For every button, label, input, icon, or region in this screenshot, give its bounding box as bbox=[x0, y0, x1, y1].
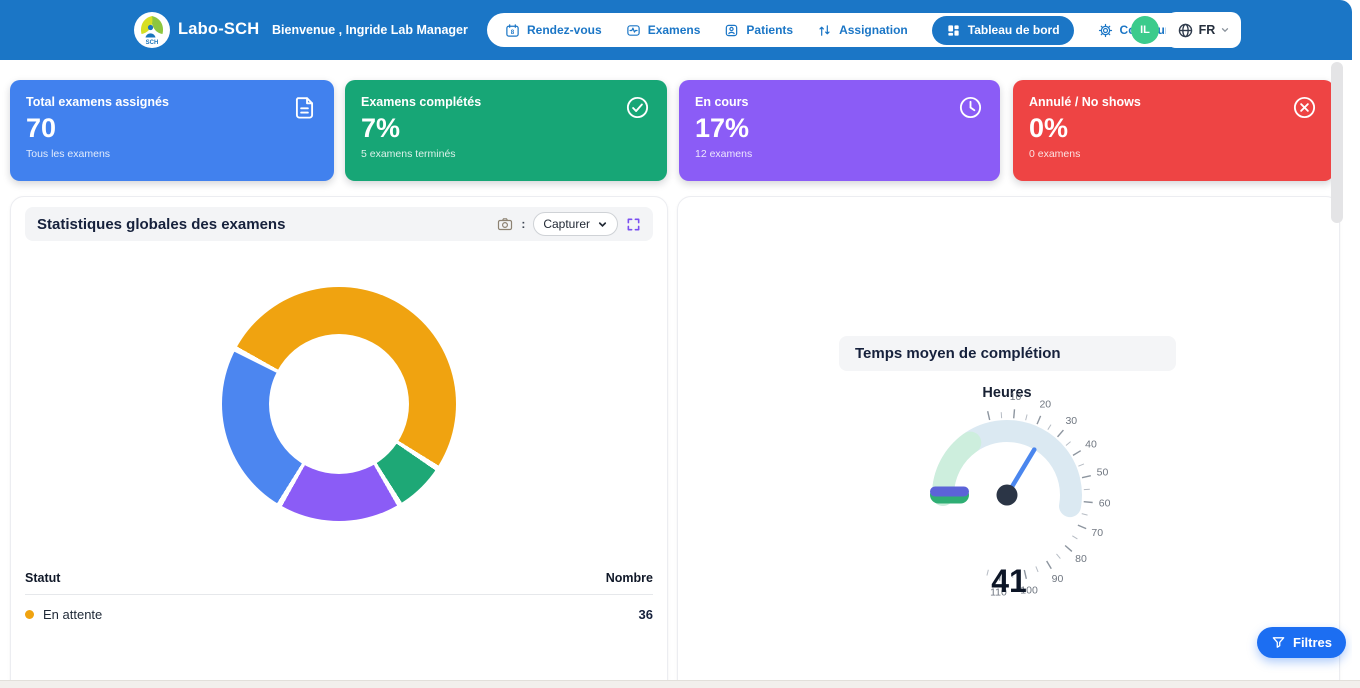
panel-title: Temps moyen de complétion bbox=[855, 345, 1061, 362]
labo-sch-logo-icon: SCH bbox=[133, 11, 171, 49]
check-circle-icon bbox=[624, 94, 651, 121]
exam-monitor-icon bbox=[626, 23, 641, 38]
nav-label: Examens bbox=[647, 23, 701, 37]
svg-text:60: 60 bbox=[1099, 497, 1111, 509]
nav-label: Assignation bbox=[839, 23, 908, 37]
svg-text:100: 100 bbox=[1020, 584, 1038, 596]
camera-icon bbox=[497, 216, 513, 232]
x-circle-icon bbox=[1291, 94, 1318, 121]
patient-icon bbox=[724, 23, 739, 38]
svg-text:110: 110 bbox=[990, 586, 1007, 598]
main-nav: 8 Rendez-vous Examens bbox=[487, 13, 1215, 47]
clock-icon bbox=[957, 94, 984, 121]
svg-text:SCH: SCH bbox=[146, 40, 159, 46]
svg-text:20: 20 bbox=[1039, 399, 1051, 411]
calendar-icon: 8 bbox=[505, 23, 520, 38]
capture-dropdown[interactable]: Capturer bbox=[533, 212, 618, 236]
svg-text:30: 30 bbox=[1065, 415, 1077, 427]
svg-text:90: 90 bbox=[1052, 573, 1064, 585]
column-statut: Statut bbox=[25, 571, 61, 585]
status-dot bbox=[25, 610, 34, 619]
nav-label: Tableau de bord bbox=[967, 23, 1060, 37]
dashboard-grid-icon bbox=[946, 23, 961, 38]
stat-value: 70 bbox=[26, 113, 57, 143]
svg-text:8: 8 bbox=[511, 28, 515, 35]
document-icon bbox=[291, 94, 318, 121]
svg-text:50: 50 bbox=[1097, 467, 1109, 479]
stat-card-total-examens: Total examens assignés 70 Tous les exame… bbox=[10, 80, 334, 181]
language-selector[interactable]: FR bbox=[1166, 12, 1241, 48]
column-nombre: Nombre bbox=[605, 571, 653, 585]
stat-value: 17% bbox=[695, 113, 750, 143]
stat-title: Total examens assignés bbox=[26, 95, 169, 109]
language-code: FR bbox=[1198, 23, 1216, 37]
stat-title: Examens complétés bbox=[361, 95, 482, 109]
gauge-value: 41 bbox=[991, 563, 1027, 599]
svg-text:10: 10 bbox=[1010, 391, 1022, 403]
welcome-text: Bienvenue , Ingride Lab Manager bbox=[272, 23, 468, 37]
chevron-down-icon bbox=[1220, 25, 1230, 35]
gear-icon bbox=[1098, 23, 1113, 38]
stat-card-en-cours: En cours 17% 12 examens bbox=[679, 80, 1000, 181]
nav-label: Patients bbox=[746, 23, 794, 37]
stat-card-annule-no-shows: Annulé / No shows 0% 0 examens bbox=[1013, 80, 1334, 181]
stat-title: En cours bbox=[695, 95, 749, 109]
exam-statistics-header: Statistiques globales des examens : Capt… bbox=[25, 207, 653, 241]
page-bottom-edge bbox=[0, 680, 1360, 688]
nav-label: Rendez-vous bbox=[527, 23, 602, 37]
nav-item-examens[interactable]: Examens bbox=[626, 23, 701, 38]
funnel-icon bbox=[1271, 635, 1286, 650]
stat-value: 7% bbox=[361, 113, 401, 143]
stat-subtitle: 12 examens bbox=[695, 148, 753, 160]
chevron-down-icon bbox=[598, 221, 607, 227]
globe-icon bbox=[1177, 22, 1194, 39]
svg-text:40: 40 bbox=[1085, 438, 1097, 450]
svg-text:70: 70 bbox=[1091, 527, 1103, 539]
completion-time-gauge: 10 20 30 40 50 60 70 80 90 100 110 bbox=[930, 391, 1111, 598]
exam-statistics-panel: Statistiques globales des examens : Capt… bbox=[10, 196, 668, 682]
nav-item-rendez-vous[interactable]: 8 Rendez-vous bbox=[505, 23, 602, 38]
user-avatar[interactable]: IL bbox=[1131, 16, 1159, 44]
filters-button[interactable]: Filtres bbox=[1257, 627, 1347, 658]
status-count: 36 bbox=[638, 607, 653, 622]
exam-status-table: Statut Nombre En attente 36 bbox=[25, 571, 653, 622]
expand-icon[interactable] bbox=[626, 217, 641, 232]
stat-subtitle: 0 examens bbox=[1029, 148, 1081, 160]
vertical-scrollbar-thumb[interactable] bbox=[1331, 62, 1343, 223]
gauge-unit-label: Heures bbox=[982, 385, 1032, 401]
stat-value: 0% bbox=[1029, 113, 1069, 143]
completion-time-header: Temps moyen de complétion bbox=[839, 336, 1176, 371]
table-row: En attente 36 bbox=[25, 595, 653, 622]
svg-text:80: 80 bbox=[1075, 553, 1087, 565]
filters-label: Filtres bbox=[1293, 635, 1333, 650]
completion-time-panel: Temps moyen de complétion Heures 10 20 30 4… bbox=[677, 196, 1340, 682]
panel-title: Statistiques globales des examens bbox=[37, 215, 286, 233]
stat-title: Annulé / No shows bbox=[1029, 95, 1141, 109]
stat-subtitle: 5 examens terminés bbox=[361, 148, 456, 160]
assign-arrows-icon bbox=[817, 23, 832, 38]
capture-dropdown-value: Capturer bbox=[543, 217, 590, 231]
stat-card-examens-completes: Examens complétés 7% 5 examens terminés bbox=[345, 80, 667, 181]
nav-item-tableau-de-bord[interactable]: Tableau de bord bbox=[931, 15, 1074, 45]
separator: : bbox=[521, 217, 526, 231]
nav-item-patients[interactable]: Patients bbox=[724, 23, 793, 38]
exam-status-donut-chart bbox=[222, 287, 456, 521]
brand-name: Labo-SCH bbox=[178, 20, 260, 38]
navbar: SCH Labo-SCH Bienvenue , Ingride Lab Man… bbox=[0, 0, 1352, 60]
nav-item-assignation[interactable]: Assignation bbox=[817, 23, 908, 38]
status-label: En attente bbox=[43, 607, 103, 622]
stat-subtitle: Tous les examens bbox=[26, 148, 111, 160]
